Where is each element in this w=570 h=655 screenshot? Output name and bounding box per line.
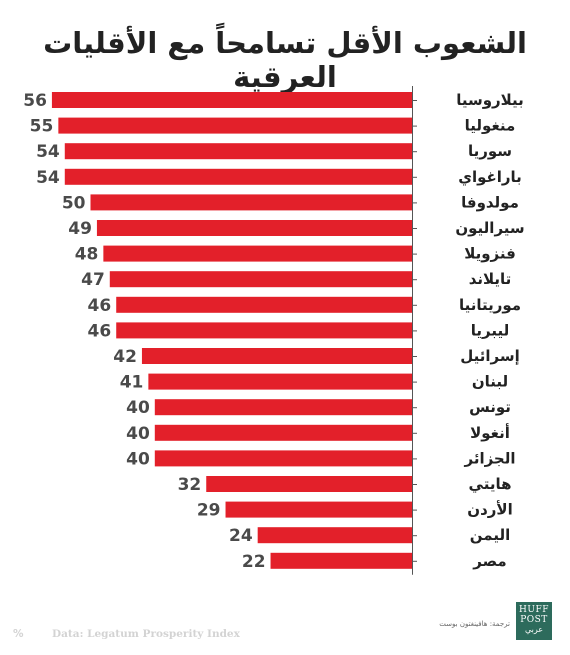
chart-title: الشعوب الأقل تسامحاً مع الأقليات العرقية	[43, 26, 527, 94]
data-label: 47	[81, 270, 105, 290]
bar	[96, 220, 413, 236]
bar	[103, 245, 413, 262]
category-label: مصر	[472, 552, 506, 570]
source-note: Data: Legatum Prosperity Index	[52, 628, 240, 640]
bar	[141, 348, 412, 364]
huffpost-arabi-logo: HUFF POST عربي	[516, 602, 552, 640]
data-label: 46	[88, 296, 112, 316]
category-label: أنغولا	[470, 423, 510, 442]
bar	[154, 424, 413, 441]
category-label: تايلاند	[469, 270, 512, 288]
bar	[64, 143, 412, 160]
bar	[154, 450, 413, 467]
bar	[109, 271, 412, 288]
bar	[51, 92, 413, 108]
category-label: فنزويلا	[464, 245, 516, 263]
bar	[206, 476, 412, 492]
category-label: الجزائر	[463, 449, 515, 467]
data-label: 29	[197, 501, 221, 521]
data-label: 41	[120, 373, 144, 393]
data-label: 24	[229, 526, 253, 546]
translation-credit: ترجمة: هافينغتون بوست	[439, 620, 510, 628]
category-label: لبنان	[472, 373, 508, 391]
bar	[116, 322, 412, 339]
category-label: مولدوفا	[461, 193, 519, 211]
data-label: 42	[113, 347, 137, 367]
unit-label: %	[13, 628, 24, 640]
bar	[90, 194, 412, 211]
category-label: باراغواي	[458, 168, 522, 187]
logo-text-arabi: عربي	[524, 625, 544, 634]
bar	[154, 399, 413, 416]
bar	[257, 527, 412, 544]
bar	[64, 168, 412, 185]
bar	[148, 373, 412, 390]
data-label: 40	[126, 398, 150, 418]
bar	[270, 552, 412, 569]
data-label: 56	[23, 91, 47, 111]
data-label: 32	[178, 475, 202, 495]
category-label: بيلاروسيا	[456, 91, 524, 109]
category-label: إسرائيل	[460, 347, 520, 365]
category-label: منغوليا	[465, 117, 516, 135]
category-label: سوريا	[468, 142, 512, 160]
data-label: 22	[242, 552, 266, 572]
category-label: هايتي	[469, 475, 512, 493]
logo-text-post: POST	[520, 615, 548, 625]
data-label: 48	[75, 245, 99, 265]
data-label: 54	[36, 168, 60, 188]
logo-text-huff: HUFF	[519, 605, 549, 615]
category-label: تونس	[469, 398, 511, 416]
category-label: ليبريا	[471, 321, 509, 339]
bar	[116, 296, 412, 313]
data-label: 46	[88, 321, 112, 341]
category-label: الأردن	[467, 501, 512, 519]
data-label: 50	[62, 193, 86, 213]
category-label: سيراليون	[455, 219, 524, 237]
data-label: 40	[126, 424, 150, 444]
data-label: 55	[30, 117, 54, 137]
bar	[58, 117, 412, 134]
category-label: موريتانيا	[459, 296, 521, 314]
data-label: 40	[126, 449, 150, 469]
bar	[225, 501, 412, 518]
data-label: 49	[68, 219, 92, 239]
data-label: 54	[36, 142, 60, 162]
category-label: اليمن	[470, 526, 510, 544]
